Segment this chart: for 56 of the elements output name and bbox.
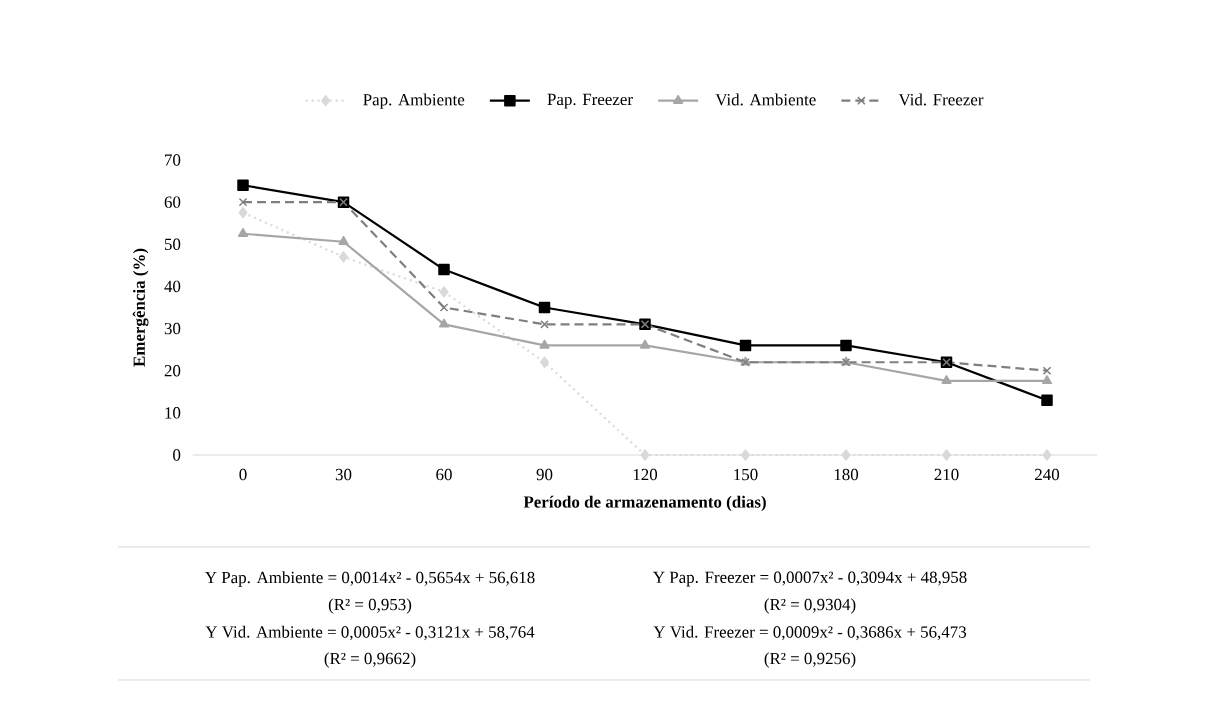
point	[639, 339, 651, 349]
x-tick-label: 240	[1035, 468, 1060, 481]
x-tick-label: 210	[934, 468, 959, 481]
y-axis-title: Emergência (%)	[132, 248, 149, 367]
x-tick-label: 60	[436, 468, 452, 481]
text: Y Vid. Ambiente = 0,0005x² - 0,3121x + 58,764	[205, 625, 535, 641]
y-tick-label: 30	[164, 322, 181, 335]
point	[1042, 366, 1052, 375]
point	[1041, 394, 1053, 406]
x-axis-title: Período de armazenamento (dias)	[523, 495, 766, 512]
point	[841, 449, 851, 461]
y-tick-label: 0	[173, 449, 181, 461]
text: (R² = 0,9662)	[324, 652, 416, 668]
point	[438, 263, 450, 276]
text: (R² = 0,9304)	[764, 598, 856, 614]
point	[539, 339, 550, 349]
text: (R² = 0,953)	[328, 598, 412, 614]
point	[741, 449, 751, 461]
point	[739, 339, 752, 352]
point	[338, 235, 349, 245]
point	[840, 339, 852, 352]
legend-label: Pap. Ambiente	[363, 93, 465, 109]
y-tick-label: 50	[164, 238, 181, 250]
y-tick-label: 10	[165, 407, 181, 419]
point	[339, 251, 349, 263]
y-tick-label: 60	[164, 196, 181, 208]
legend-label: Vid. Ambiente	[715, 93, 816, 106]
point	[237, 179, 249, 192]
point	[238, 197, 248, 207]
x-tick-label: 180	[834, 468, 859, 481]
x-tick-label: 90	[536, 468, 553, 481]
point	[640, 449, 650, 461]
y-tick-label: 40	[164, 280, 181, 293]
point	[439, 286, 449, 298]
point	[237, 227, 249, 237]
x-tick-label: 120	[633, 468, 658, 481]
point	[941, 375, 952, 385]
point	[438, 318, 450, 328]
text: Y Vid. Freezer = 0,0009x² - 0,3686x + 56,473	[653, 625, 967, 641]
point	[540, 320, 549, 329]
point	[540, 356, 550, 369]
y-tick-label: 70	[165, 154, 181, 166]
x-tick-label: 30	[335, 468, 352, 481]
text: Y Pap. Ambiente = 0,0014x² - 0,5654x + 56,618	[204, 571, 535, 587]
x-tick-label: 150	[734, 468, 758, 481]
text: (R² = 0,9256)	[764, 652, 856, 668]
legend-label: Vid. Freezer	[898, 93, 984, 106]
y-tick-label: 20	[164, 364, 181, 377]
point	[1042, 449, 1052, 461]
point	[538, 301, 551, 314]
legend-label: Pap. Freezer	[547, 93, 633, 109]
point	[1041, 375, 1053, 385]
x-tick-label: 0	[239, 468, 247, 481]
point	[439, 303, 449, 312]
point	[238, 206, 248, 219]
text: Y Pap. Freezer = 0,0007x² - 0,3094x + 48,958	[652, 571, 967, 587]
